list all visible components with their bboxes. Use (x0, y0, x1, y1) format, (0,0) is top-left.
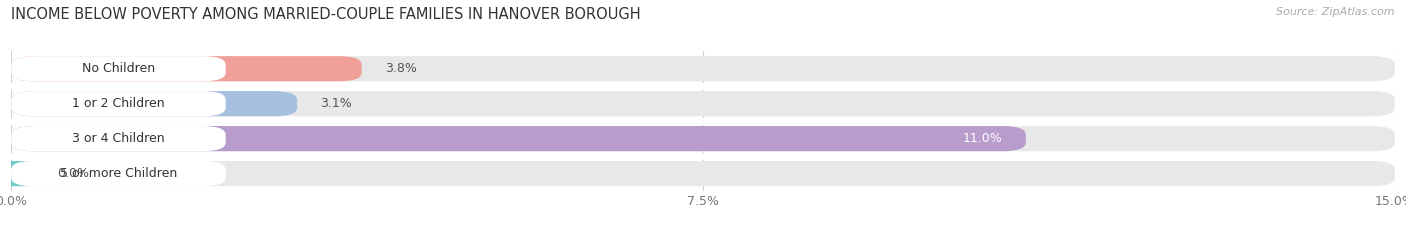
FancyBboxPatch shape (11, 161, 1395, 186)
Text: 1 or 2 Children: 1 or 2 Children (72, 97, 165, 110)
FancyBboxPatch shape (11, 56, 361, 81)
Text: 0.0%: 0.0% (58, 167, 90, 180)
FancyBboxPatch shape (11, 56, 1395, 81)
FancyBboxPatch shape (11, 91, 226, 116)
FancyBboxPatch shape (0, 161, 34, 186)
Text: 5 or more Children: 5 or more Children (60, 167, 177, 180)
Text: No Children: No Children (82, 62, 155, 75)
FancyBboxPatch shape (11, 126, 226, 151)
Text: Source: ZipAtlas.com: Source: ZipAtlas.com (1277, 7, 1395, 17)
FancyBboxPatch shape (11, 161, 226, 186)
FancyBboxPatch shape (11, 56, 226, 81)
Text: 3 or 4 Children: 3 or 4 Children (72, 132, 165, 145)
FancyBboxPatch shape (11, 126, 1395, 151)
Text: 3.1%: 3.1% (321, 97, 352, 110)
Text: 3.8%: 3.8% (385, 62, 416, 75)
FancyBboxPatch shape (11, 91, 297, 116)
FancyBboxPatch shape (11, 91, 1395, 116)
FancyBboxPatch shape (11, 126, 1026, 151)
Text: 11.0%: 11.0% (963, 132, 1002, 145)
Text: INCOME BELOW POVERTY AMONG MARRIED-COUPLE FAMILIES IN HANOVER BOROUGH: INCOME BELOW POVERTY AMONG MARRIED-COUPL… (11, 7, 641, 22)
